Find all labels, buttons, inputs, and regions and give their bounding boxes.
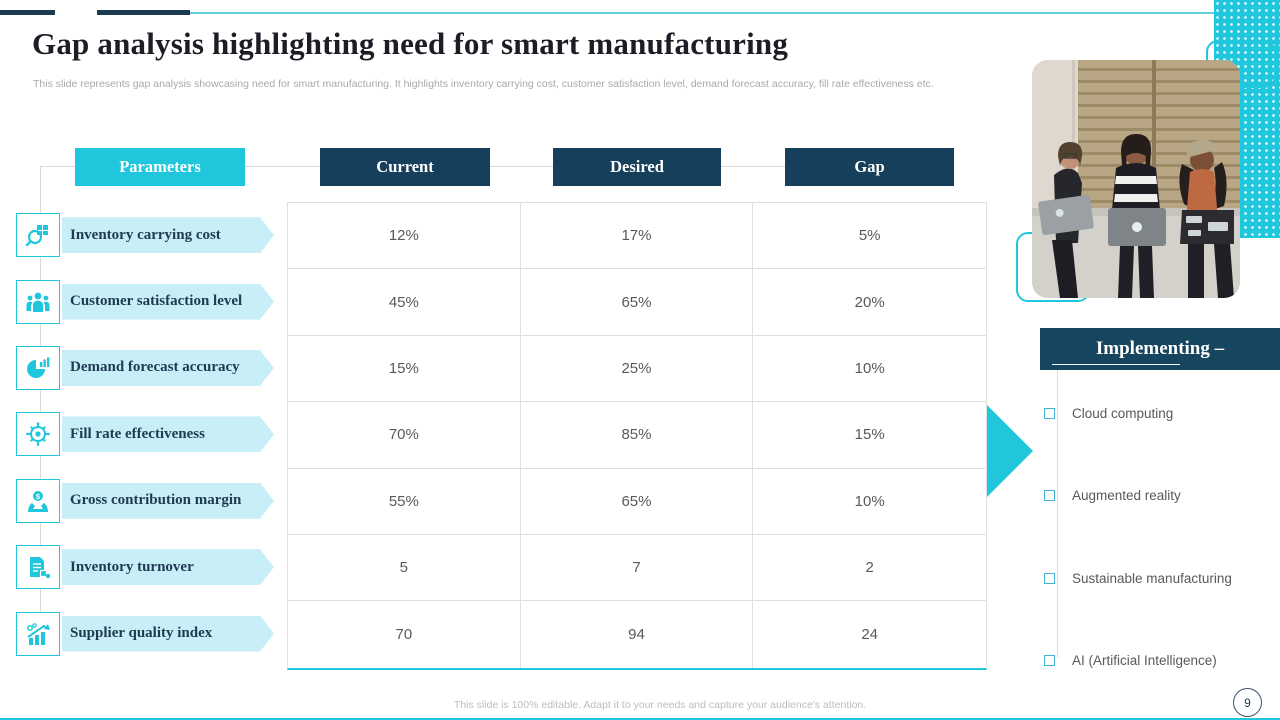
document-boxes-icon xyxy=(16,545,60,590)
bottom-accent-line xyxy=(0,718,1280,720)
left-connector-line xyxy=(40,166,41,634)
top-accent-bar xyxy=(0,10,55,15)
cell-current: 55% xyxy=(288,468,521,535)
cell-gap: 15% xyxy=(753,402,986,469)
implementing-connector-line xyxy=(1057,370,1058,658)
square-bullet-icon xyxy=(1044,573,1055,584)
growth-chart-icon xyxy=(16,611,60,656)
gap-analysis-table: 12% 17% 5% 45% 65% 20% 15% 25% 10% 70% 8… xyxy=(287,202,987,670)
list-item-label: Sustainable manufacturing xyxy=(1072,571,1232,586)
implementing-header: Implementing – xyxy=(1040,328,1280,370)
table-row: Supplier quality index xyxy=(16,600,291,666)
cell-gap: 24 xyxy=(861,626,878,644)
square-bullet-icon xyxy=(1044,655,1055,666)
parameter-banner: Inventory turnover xyxy=(62,549,274,585)
cell-current: 70 xyxy=(288,601,521,668)
parameter-banner: Customer satisfaction level xyxy=(62,284,274,320)
cell-current: 70% xyxy=(288,402,521,469)
column-header-desired: Desired xyxy=(553,148,721,186)
parameter-label: Inventory turnover xyxy=(70,558,194,575)
parameter-label: Gross contribution margin xyxy=(70,492,242,509)
cell-gap: 10% xyxy=(753,336,986,403)
table-row: $ Gross contribution margin xyxy=(16,468,291,534)
cell-desired: 94 xyxy=(521,601,754,668)
cell-gap: 20% xyxy=(753,269,986,336)
cell-gap: 2 xyxy=(753,535,986,602)
column-header-gap: Gap xyxy=(785,148,954,186)
team-photo xyxy=(1032,60,1240,298)
parameter-banner: Fill rate effectiveness xyxy=(62,416,274,452)
cell-gap: 5% xyxy=(753,203,986,270)
parameter-label: Supplier quality index xyxy=(70,625,213,642)
implementing-underline xyxy=(1052,363,1180,365)
list-item: Augmented reality xyxy=(1044,488,1181,503)
parameter-label: Inventory carrying cost xyxy=(70,226,221,243)
list-item-label: Augmented reality xyxy=(1072,488,1181,503)
page-subtitle: This slide represents gap analysis showc… xyxy=(33,78,934,90)
table-row: Fill rate effectiveness xyxy=(16,401,291,467)
square-bullet-icon xyxy=(1044,490,1055,501)
list-item-label: Cloud computing xyxy=(1072,406,1174,421)
people-group-icon xyxy=(16,279,60,324)
cell-current: 15% xyxy=(288,335,521,403)
top-accent-line xyxy=(190,12,1218,14)
cell-current: 5 xyxy=(288,534,521,602)
cell-desired: 17% xyxy=(520,203,754,270)
hands-coin-icon: $ xyxy=(16,478,60,523)
svg-text:$: $ xyxy=(36,492,41,501)
table-row: Demand forecast accuracy xyxy=(16,335,291,401)
top-accent-bar xyxy=(97,10,190,15)
footer-note: This slide is 100% editable. Adapt it to… xyxy=(453,699,867,711)
column-header-current: Current xyxy=(320,148,490,186)
parameters-column: Inventory carrying cost Customer satisfa… xyxy=(16,202,291,667)
list-item-label: AI (Artificial Intelligence) xyxy=(1072,653,1217,668)
cell-desired: 25% xyxy=(520,335,754,403)
cell-desired: 65% xyxy=(520,468,754,535)
table-row: Inventory carrying cost xyxy=(16,202,291,268)
pie-chart-icon xyxy=(16,345,60,390)
parameter-banner: Gross contribution margin xyxy=(62,483,274,519)
cell-desired: 85% xyxy=(520,402,754,469)
square-bullet-icon xyxy=(1044,408,1055,419)
implementing-title: Implementing – xyxy=(1095,338,1225,359)
list-item: Cloud computing xyxy=(1044,406,1173,421)
right-arrow-shape xyxy=(987,405,1033,497)
page-title: Gap analysis highlighting need for smart… xyxy=(32,26,789,61)
cell-desired: 65% xyxy=(520,269,754,336)
table-row: Inventory turnover xyxy=(16,534,291,600)
parameter-label: Demand forecast accuracy xyxy=(70,359,240,376)
parameter-banner: Demand forecast accuracy xyxy=(62,350,274,386)
column-header-parameters: Parameters xyxy=(75,148,245,186)
page-number-badge: 9 xyxy=(1233,688,1262,717)
list-item: Sustainable manufacturing xyxy=(1044,571,1232,586)
cell-current: 45% xyxy=(288,269,521,336)
parameter-banner: Inventory carrying cost xyxy=(62,217,274,253)
list-item: AI (Artificial Intelligence) xyxy=(1044,653,1217,668)
parameter-banner: Supplier quality index xyxy=(62,616,274,652)
cell-current: 12% xyxy=(288,203,521,270)
cell-desired: 7 xyxy=(520,534,754,602)
gear-icon xyxy=(16,412,60,457)
table-row: Customer satisfaction level xyxy=(16,268,291,334)
parameter-label: Customer satisfaction level xyxy=(70,293,243,310)
cell-gap: 10% xyxy=(753,469,986,535)
inventory-search-icon xyxy=(16,213,60,258)
parameter-label: Fill rate effectiveness xyxy=(70,425,205,442)
